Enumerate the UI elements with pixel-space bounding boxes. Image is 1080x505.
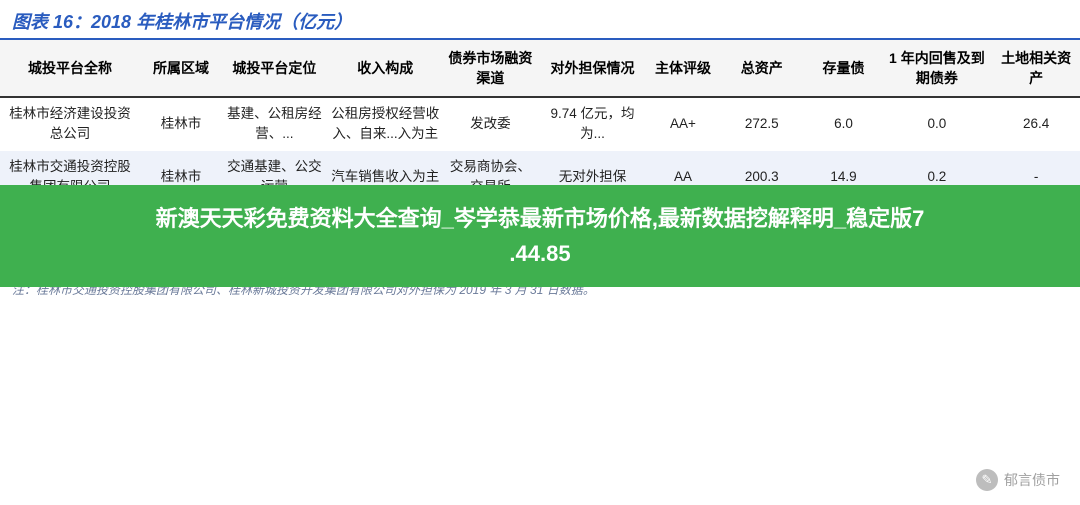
watermark-text: 郁言债市 [1004,470,1060,490]
cell: 6.0 [806,97,882,151]
wechat-icon: ✎ [976,469,998,491]
col-header: 1 年内回售及到期债券 [881,40,992,97]
cell: 基建、公租房经营、... [222,97,327,151]
cell: 9.74 亿元，均为... [537,97,648,151]
col-header: 债券市场融资渠道 [444,40,537,97]
table-row: 桂林市经济建设投资总公司 桂林市 基建、公租房经营、... 公租房授权经营收入、… [0,97,1080,151]
chart-title: 图表 16：2018 年桂林市平台情况（亿元） [0,0,1080,40]
overlay-line2: .44.85 [40,236,1040,271]
table-header-row: 城投平台全称 所属区域 城投平台定位 收入构成 债券市场融资渠道 对外担保情况 … [0,40,1080,97]
cell: 桂林市经济建设投资总公司 [0,97,140,151]
cell: 272.5 [718,97,806,151]
col-header: 所属区域 [140,40,222,97]
col-header: 城投平台全称 [0,40,140,97]
col-header: 土地相关资产 [992,40,1080,97]
cell: 桂林市 [140,97,222,151]
overlay-line1: 新澳天天彩免费资料大全查询_岑学恭最新市场价格,最新数据挖解释明_稳定版7 [40,201,1040,236]
col-header: 存量债 [806,40,882,97]
col-header: 对外担保情况 [537,40,648,97]
cell: AA+ [648,97,718,151]
col-header: 收入构成 [327,40,444,97]
cell: 发改委 [444,97,537,151]
col-header: 城投平台定位 [222,40,327,97]
watermark: ✎ 郁言债市 [976,469,1060,491]
col-header: 主体评级 [648,40,718,97]
cell: 0.0 [881,97,992,151]
overlay-banner: 新澳天天彩免费资料大全查询_岑学恭最新市场价格,最新数据挖解释明_稳定版7 .4… [0,185,1080,287]
cell: 26.4 [992,97,1080,151]
col-header: 总资产 [718,40,806,97]
cell: 公租房授权经营收入、自来...入为主 [327,97,444,151]
